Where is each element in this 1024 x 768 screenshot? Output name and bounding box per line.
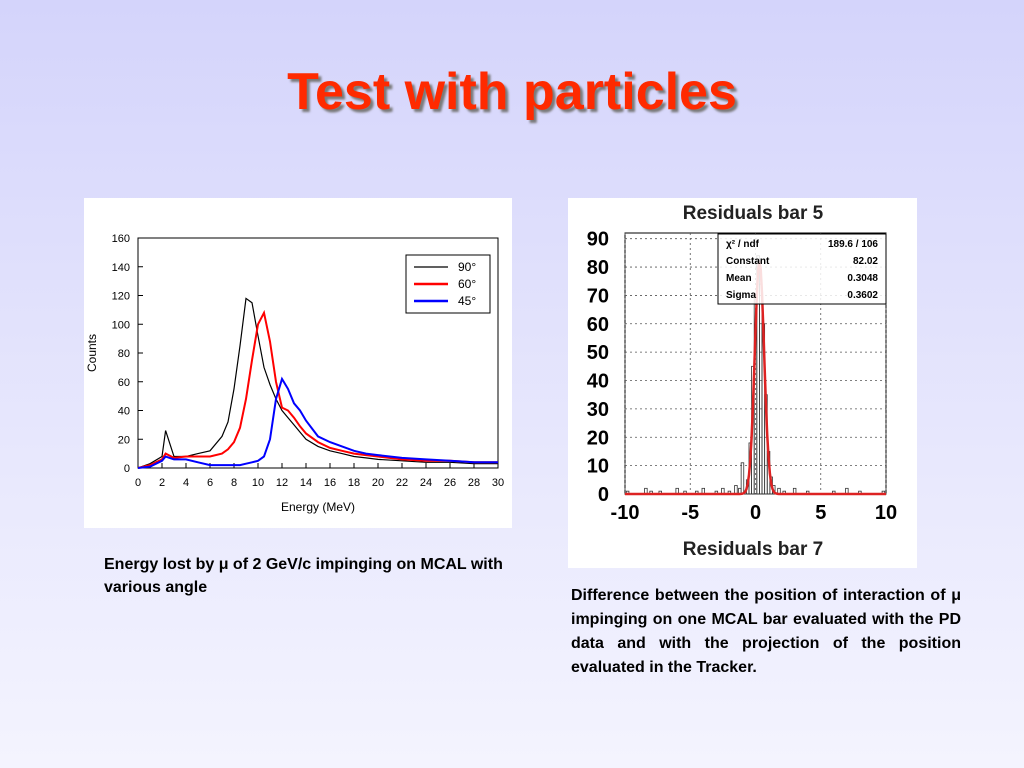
x-tick-label: 16 (324, 477, 336, 489)
x-tick-label: 14 (300, 477, 312, 489)
energy-loss-caption: Energy lost by μ of 2 GeV/c impinging on… (104, 556, 503, 596)
residuals-caption: Difference between the position of inter… (571, 584, 961, 680)
series-line-60deg (137, 309, 498, 469)
y-tick-label: 70 (587, 285, 609, 307)
stats-label: Mean (726, 273, 752, 284)
x-tick-label: 24 (420, 477, 432, 489)
residuals-caption-period: . (752, 659, 757, 676)
x-tick-label: 18 (348, 477, 360, 489)
y-tick-label: 160 (112, 233, 130, 245)
x-tick-label: 12 (276, 477, 288, 489)
gaussian-fit-curve (625, 261, 886, 496)
stats-label: χ² / ndf (726, 239, 760, 250)
x-tick-label: 4 (183, 477, 189, 489)
y-tick-label: 0 (598, 484, 609, 506)
stats-label: Sigma (726, 290, 756, 301)
y-tick-label: 40 (587, 371, 609, 393)
legend-label-60deg: 60° (458, 277, 476, 291)
series-line-90deg (137, 297, 498, 469)
x-tick-label: -5 (681, 502, 699, 524)
x-tick-label: 20 (372, 477, 384, 489)
y-tick-label: 120 (112, 291, 130, 303)
y-tick-label: 20 (118, 434, 130, 446)
y-tick-label: 80 (118, 348, 130, 360)
y-tick-label: 50 (587, 342, 609, 364)
y-tick-label: 0 (124, 463, 130, 475)
stats-box (717, 233, 887, 305)
x-tick-label: 22 (396, 477, 408, 489)
x-tick-label: 0 (135, 477, 141, 489)
x-tick-label: 2 (159, 477, 165, 489)
x-tick-label: 28 (468, 477, 480, 489)
histogram-bar (740, 462, 745, 495)
x-tick-label: 5 (815, 502, 826, 524)
legend-label-90deg: 90° (458, 260, 476, 274)
x-tick-label: -10 (611, 502, 640, 524)
x-tick-label: 6 (207, 477, 213, 489)
y-tick-label: 20 (587, 427, 609, 449)
energy-loss-chart: 0 2 4 6 8 10 12 14 16 18 20 22 24 26 28 300204060801001… (85, 233, 504, 514)
stats-label: Constant (726, 256, 770, 267)
y-tick-label: 140 (112, 262, 130, 274)
stats-value: 189.6 / 106 (828, 239, 878, 250)
x-axis-label: Energy (MeV) (281, 500, 355, 514)
x-axis-label: Residuals bar 7 (683, 539, 823, 560)
x-tick-label: 10 (875, 502, 897, 524)
y-tick-label: 90 (587, 229, 609, 251)
series-line-45deg (137, 376, 498, 469)
stats-value: 0.3602 (847, 290, 878, 301)
y-axis-label: Counts (85, 334, 99, 372)
chart-title: Residuals bar 5 (683, 203, 824, 224)
slide-title: Test with particles (287, 63, 737, 121)
x-tick-label: 8 (231, 477, 237, 489)
histogram-bar (734, 485, 738, 495)
y-tick-label: 80 (587, 257, 609, 279)
residuals-caption-text: Difference between the position of inter… (571, 587, 961, 676)
y-tick-label: 60 (118, 377, 130, 389)
residuals-chart-panel: Residuals bar 5 0 10 20 30 40 50 60 70 80 90 -10 -5 0… (568, 198, 917, 568)
legend-label-45deg: 45° (458, 294, 476, 308)
y-tick-label: 100 (112, 319, 130, 331)
y-tick-label: 60 (587, 314, 609, 336)
x-tick-label: 26 (444, 477, 456, 489)
y-tick-label: 30 (587, 399, 609, 421)
x-tick-label: 30 (492, 477, 504, 489)
stats-value: 82.02 (853, 256, 878, 267)
x-tick-label: 10 (252, 477, 264, 489)
x-tick-label: 0 (750, 502, 761, 524)
y-tick-label: 40 (118, 406, 130, 418)
energy-loss-chart-panel: 0 2 4 6 8 10 12 14 16 18 20 22 24 26 28 30 0 20 40 60 80 100 1… (84, 198, 512, 528)
stats-value: 0.3048 (847, 273, 878, 284)
y-tick-label: 10 (587, 456, 609, 478)
